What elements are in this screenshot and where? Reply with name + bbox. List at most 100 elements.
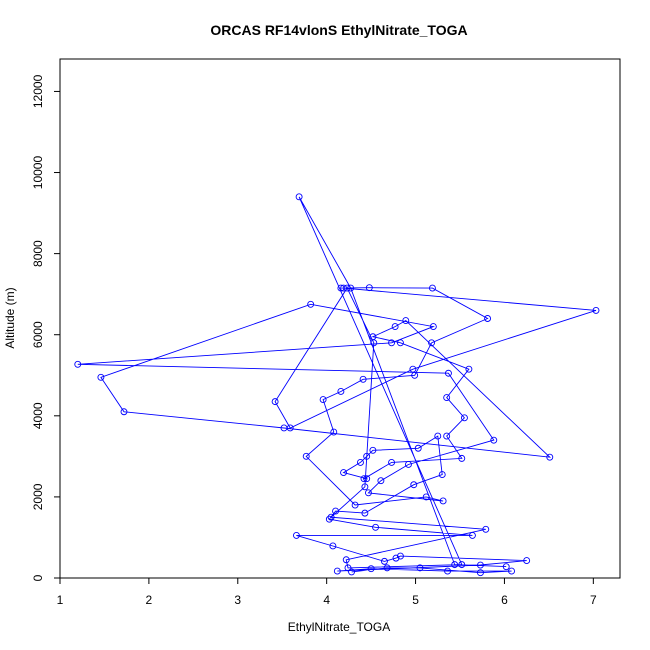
data-point: [396, 552, 404, 560]
data-point: [458, 454, 466, 462]
data-point: [302, 452, 310, 460]
data-point: [410, 481, 418, 489]
data-point: [271, 398, 279, 406]
data-point: [451, 561, 459, 569]
y-tick-label: 10000: [31, 156, 45, 190]
series-line: [77, 196, 597, 574]
data-point: [434, 432, 442, 440]
y-tick-label: 4000: [31, 402, 45, 429]
data-point: [369, 446, 377, 454]
data-point: [383, 564, 391, 572]
data-point: [465, 365, 473, 373]
data-point: [458, 561, 466, 569]
data-point: [340, 284, 348, 292]
data-point: [444, 567, 452, 575]
data-point: [523, 557, 531, 565]
data-point: [396, 339, 404, 347]
data-point: [409, 365, 417, 373]
data-point: [414, 444, 422, 452]
data-point: [546, 453, 554, 461]
data-point: [388, 339, 396, 347]
data-point: [342, 556, 350, 564]
data-point: [484, 315, 492, 322]
y-tick-label: 8000: [31, 240, 45, 267]
data-point: [361, 509, 369, 517]
data-point: [347, 284, 355, 292]
plot-frame: [59, 58, 621, 579]
data-point: [428, 284, 436, 292]
y-axis: 0 2000 4000 6000 8000 10000 12000: [31, 74, 61, 581]
data-point: [482, 525, 490, 533]
x-tick-label: 4: [323, 593, 330, 607]
data-point: [391, 323, 399, 331]
data-point: [337, 388, 345, 395]
data-point: [476, 561, 484, 569]
data-point: [380, 557, 388, 565]
data-point: [363, 452, 371, 460]
data-point: [74, 360, 82, 368]
data-point: [460, 414, 468, 422]
data-point: [367, 565, 375, 573]
data-point: [468, 531, 476, 539]
data-point: [330, 428, 338, 436]
data-point: [444, 369, 452, 377]
data-point: [360, 475, 368, 483]
data-point: [443, 432, 451, 440]
data-point: [429, 323, 437, 331]
data-point: [411, 371, 419, 379]
series-layer: [74, 193, 600, 577]
data-point: [370, 339, 378, 347]
y-axis-label: Altitude (m): [3, 287, 17, 348]
x-axis: 1 2 3 4 5 6 7: [57, 577, 597, 607]
data-point: [592, 306, 600, 314]
data-point: [502, 563, 510, 571]
data-point: [319, 396, 327, 404]
x-tick-label: 1: [57, 593, 64, 607]
data-point: [363, 475, 371, 483]
data-point: [388, 458, 396, 466]
x-tick-label: 2: [146, 593, 153, 607]
x-tick-label: 5: [412, 593, 419, 607]
data-point: [351, 501, 359, 509]
data-point: [333, 567, 341, 575]
data-point: [372, 523, 380, 531]
x-axis-label: EthylNitrate_TOGA: [288, 620, 390, 634]
y-tick-label: 2000: [31, 483, 45, 510]
chart-title: ORCAS RF14vlonS EthylNitrate_TOGA: [210, 22, 467, 38]
data-point: [325, 515, 333, 523]
x-tick-label: 6: [501, 593, 508, 607]
data-point: [348, 568, 356, 576]
data-point: [329, 542, 337, 550]
data-point: [359, 375, 367, 383]
data-point: [508, 567, 516, 575]
data-point: [343, 284, 351, 292]
data-point: [340, 469, 348, 477]
data-point: [361, 483, 369, 491]
data-point: [364, 489, 372, 497]
data-point: [402, 317, 410, 324]
data-point: [365, 284, 373, 292]
data-point: [97, 373, 105, 381]
data-point: [356, 458, 364, 466]
data-point: [332, 507, 340, 515]
y-tick-label: 0: [31, 574, 45, 581]
data-point: [295, 193, 303, 201]
data-point: [307, 300, 315, 308]
data-point: [443, 394, 451, 402]
data-point: [327, 513, 335, 521]
data-point: [404, 461, 412, 468]
data-point: [292, 531, 300, 539]
data-point: [392, 554, 400, 562]
data-point: [344, 564, 352, 572]
data-point: [422, 493, 430, 501]
data-point: [377, 477, 385, 485]
x-tick-label: 3: [234, 593, 241, 607]
y-tick-label: 12000: [31, 74, 45, 108]
data-point: [438, 471, 446, 479]
data-point: [439, 497, 447, 505]
data-point: [490, 436, 498, 444]
data-point: [428, 339, 436, 347]
y-tick-label: 6000: [31, 321, 45, 348]
data-point: [286, 424, 294, 432]
